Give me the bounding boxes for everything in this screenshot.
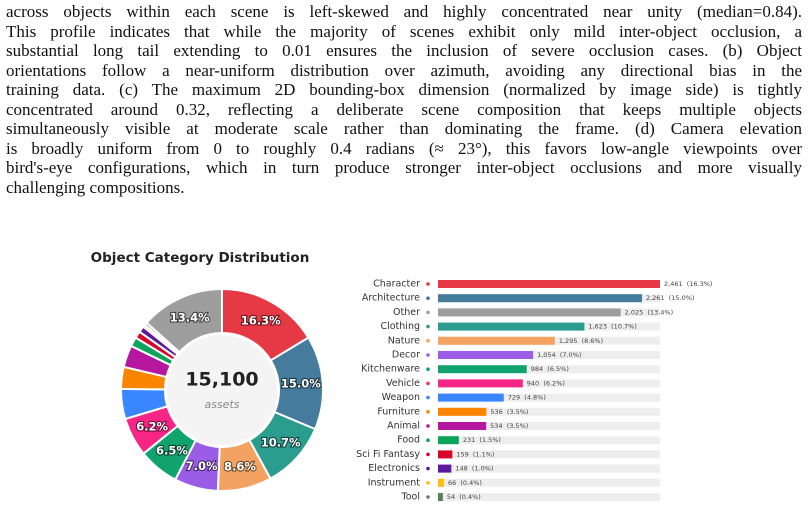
bar bbox=[438, 464, 452, 473]
text-line: training data. (c) The maximum 2D boundi… bbox=[6, 80, 802, 99]
bar-label: Clothing bbox=[380, 321, 420, 332]
slice-label: 6.5% bbox=[156, 444, 188, 458]
center-label: 15,100 bbox=[185, 369, 258, 391]
bar-track bbox=[438, 422, 660, 430]
bar-dot bbox=[426, 466, 430, 471]
bar-value-label: 54 (0.4%) bbox=[447, 493, 481, 501]
bar-dot bbox=[426, 324, 430, 329]
slice-label: 7.0% bbox=[186, 459, 218, 473]
bar-label: Weapon bbox=[382, 392, 420, 403]
bar-label: Sci Fi Fantasy bbox=[356, 449, 420, 460]
chart-title: Object Category Distribution bbox=[91, 250, 310, 266]
bar-dot bbox=[426, 282, 430, 286]
text-line: is broadly uniform from 0 to roughly 0.4… bbox=[6, 138, 802, 158]
bar-label: Electronics bbox=[368, 463, 420, 474]
text-line: across objects within each scene is left… bbox=[6, 2, 802, 21]
bar-dot bbox=[426, 381, 430, 386]
bar bbox=[438, 393, 504, 402]
bar-track bbox=[438, 478, 660, 487]
bar-value-label: 534 (3.5%) bbox=[490, 422, 528, 430]
bar-dot bbox=[426, 367, 430, 372]
bar-label: Kitchenware bbox=[361, 364, 420, 375]
bar-value-label: 536 (3.5%) bbox=[490, 408, 528, 416]
bar-value-label: 2,461 (16.3%) bbox=[664, 280, 712, 288]
bar-label: Nature bbox=[388, 335, 420, 346]
bar bbox=[438, 280, 660, 288]
slice-label: 16.3% bbox=[241, 314, 281, 328]
bar-value-label: 1,295 (8.6%) bbox=[559, 337, 603, 345]
bar-value-label: 729 (4.8%) bbox=[508, 394, 546, 402]
text-line: simultaneously visible at moderate scale… bbox=[6, 119, 802, 138]
text-line: substantial long tail extending to 0.01 … bbox=[6, 41, 802, 60]
bar-value-label: 1,623 (10.7%) bbox=[588, 323, 636, 331]
bar-label: Decor bbox=[392, 350, 420, 361]
bar-dot bbox=[426, 452, 430, 457]
slice-label: 10.7% bbox=[261, 435, 301, 449]
center-sublabel: assets bbox=[204, 398, 239, 411]
bar bbox=[438, 351, 534, 359]
bar bbox=[438, 365, 527, 374]
bar bbox=[438, 436, 459, 445]
bar-value-label: 2,025 (13.4%) bbox=[625, 308, 673, 316]
bar-label: Food bbox=[397, 435, 420, 446]
bar-value-label: 66 (0.4%) bbox=[448, 479, 482, 487]
bar-label: Vehicle bbox=[386, 378, 420, 389]
bar-dot bbox=[426, 438, 430, 443]
text-line: bird's-eye configurations, which in turn… bbox=[6, 158, 802, 177]
bar bbox=[438, 322, 585, 331]
bar-value-label: 159 (1.1%) bbox=[456, 450, 494, 458]
bar-label: Tool bbox=[401, 492, 420, 503]
bar bbox=[438, 422, 487, 430]
bar-label: Furniture bbox=[377, 406, 420, 417]
bar-track bbox=[438, 450, 660, 459]
bar bbox=[438, 308, 621, 317]
bar-label: Instrument bbox=[368, 477, 421, 488]
bar-dot bbox=[426, 310, 430, 315]
bar-value-label: 984 (6.5%) bbox=[531, 365, 569, 373]
bar-value-label: 2,261 (15.0%) bbox=[646, 294, 694, 302]
paragraph: across objects within each scene is left… bbox=[6, 2, 802, 197]
slice-label: 15.0% bbox=[281, 377, 321, 391]
bar bbox=[438, 294, 642, 303]
bar bbox=[438, 336, 555, 345]
bar-value-label: 148 (1.0%) bbox=[455, 465, 493, 473]
bar-dot bbox=[426, 481, 430, 485]
slice-label: 6.2% bbox=[136, 419, 168, 433]
bar-label: Animal bbox=[387, 421, 420, 432]
bar-dot bbox=[426, 395, 430, 400]
text-line: orientations follow a near-uniform distr… bbox=[6, 60, 802, 80]
bar-dot bbox=[426, 339, 430, 343]
text-line: challenging compositions. bbox=[6, 177, 185, 197]
bar-label: Character bbox=[373, 279, 420, 290]
slice-label: 8.6% bbox=[224, 459, 256, 473]
donut-slice bbox=[145, 287, 223, 354]
bar-track bbox=[438, 436, 660, 445]
bar-value-label: 1,054 (7.0%) bbox=[537, 351, 581, 359]
bar bbox=[438, 478, 444, 487]
bar-dot bbox=[426, 424, 430, 428]
bar-label: Architecture bbox=[362, 293, 420, 304]
bar-value-label: 940 (6.2%) bbox=[527, 379, 565, 387]
bar-dot bbox=[426, 495, 430, 499]
slice-label: 13.4% bbox=[170, 310, 210, 324]
bar-dot bbox=[426, 296, 430, 301]
donut-center bbox=[167, 335, 277, 445]
bar bbox=[438, 379, 523, 388]
text-line: This profile indicates that while the ma… bbox=[6, 21, 802, 41]
bar-label: Other bbox=[393, 307, 420, 318]
bar-track bbox=[438, 464, 660, 473]
bar-dot bbox=[426, 410, 430, 414]
bar-value-label: 231 (1.5%) bbox=[463, 436, 501, 444]
bar bbox=[438, 450, 453, 459]
text-line: concentrated around 0.32, reflecting a d… bbox=[6, 99, 802, 119]
bar bbox=[438, 407, 487, 416]
bar-track bbox=[438, 407, 660, 416]
bar-dot bbox=[426, 353, 430, 357]
bar-track bbox=[438, 493, 660, 501]
bar bbox=[438, 493, 443, 501]
